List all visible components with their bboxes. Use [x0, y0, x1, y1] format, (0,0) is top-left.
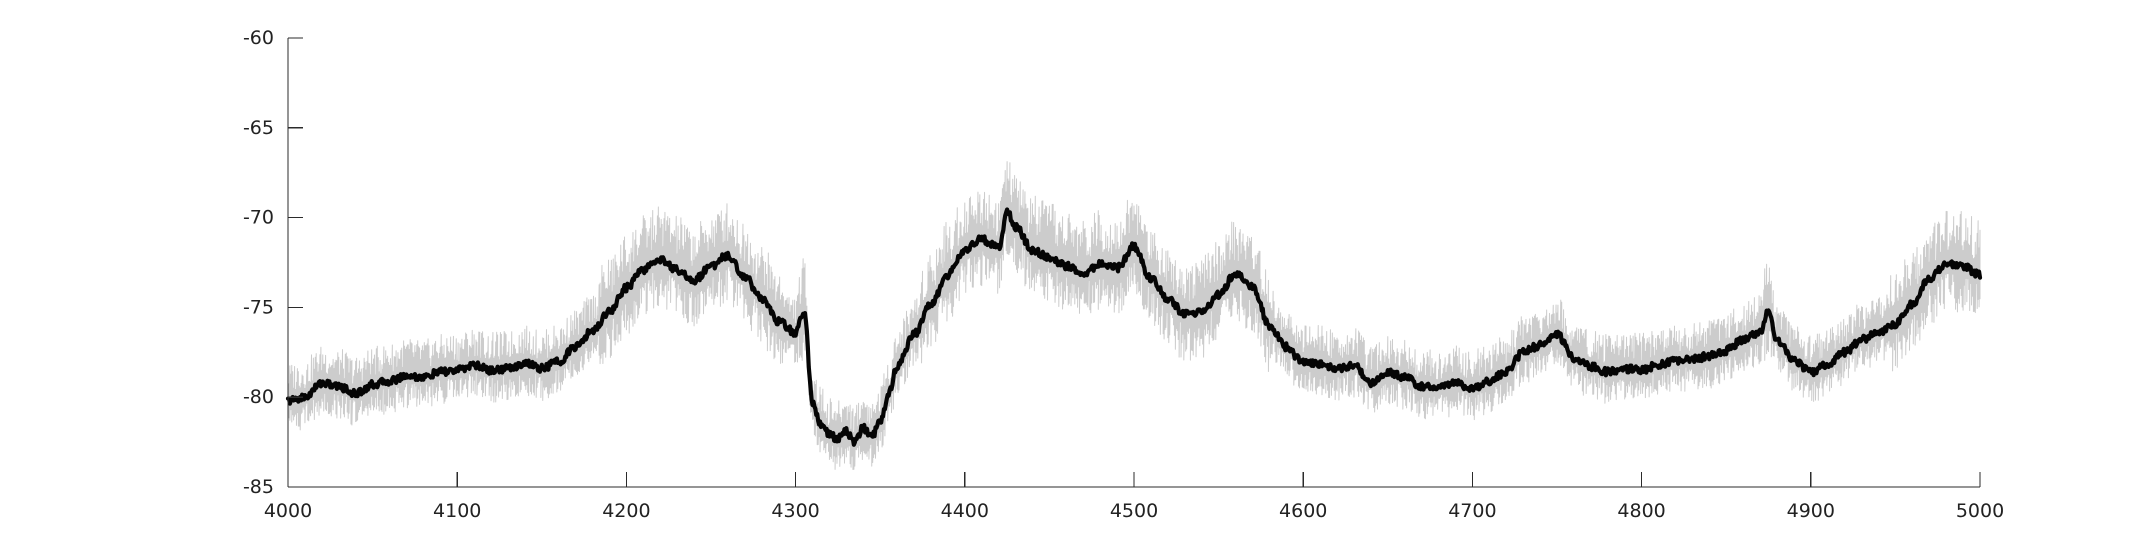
- x-tick-label: 4300: [771, 500, 819, 522]
- y-tick-label: -85: [243, 476, 274, 498]
- axes: -85 -80 -75 -70 -65 -60 4000 4100 4200 4300 4400 45…: [243, 27, 2004, 522]
- variability-band-layer: [287, 161, 1981, 470]
- x-tick-label: 4600: [1279, 500, 1327, 522]
- mean-line-layer: [285, 207, 1983, 447]
- y-tick-label: -75: [243, 296, 274, 318]
- y-tick-label: -70: [243, 207, 274, 229]
- x-tick-label: 4000: [264, 500, 312, 522]
- x-tick-label: 4400: [941, 500, 989, 522]
- x-tick-label: 4800: [1617, 500, 1665, 522]
- x-tick-label: 4900: [1787, 500, 1835, 522]
- x-tick-label: 4100: [433, 500, 481, 522]
- x-tick-label: 4700: [1448, 500, 1496, 522]
- x-tick-label: 4500: [1110, 500, 1158, 522]
- x-tick-label: 5000: [1956, 500, 2004, 522]
- x-tick-label: 4200: [602, 500, 650, 522]
- y-tick-label: -65: [243, 117, 274, 139]
- y-tick-label: -80: [243, 386, 274, 408]
- y-tick-label: -60: [243, 27, 274, 49]
- variability-band: [287, 161, 1981, 470]
- mean-line: [285, 207, 1983, 447]
